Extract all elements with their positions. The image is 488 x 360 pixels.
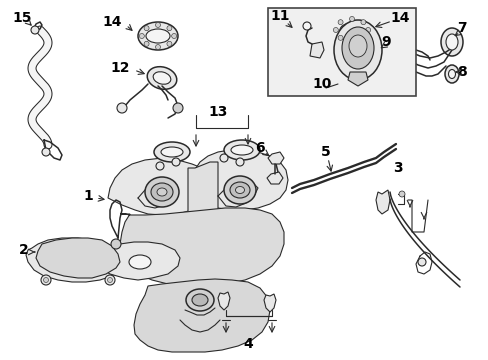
Polygon shape: [347, 72, 367, 86]
Polygon shape: [120, 208, 284, 286]
Circle shape: [303, 22, 310, 30]
Text: 14: 14: [389, 11, 409, 25]
Circle shape: [220, 154, 227, 162]
Ellipse shape: [192, 294, 207, 306]
Circle shape: [105, 275, 115, 285]
Ellipse shape: [447, 69, 454, 78]
Circle shape: [144, 41, 149, 46]
Text: 11: 11: [270, 9, 289, 23]
Circle shape: [349, 39, 354, 44]
Polygon shape: [218, 292, 229, 310]
Ellipse shape: [224, 176, 256, 204]
Polygon shape: [375, 190, 389, 214]
Polygon shape: [375, 44, 399, 64]
Ellipse shape: [224, 140, 260, 160]
Polygon shape: [96, 242, 180, 280]
Circle shape: [171, 33, 176, 39]
Ellipse shape: [157, 188, 167, 196]
Circle shape: [43, 278, 48, 283]
Ellipse shape: [444, 65, 458, 83]
Ellipse shape: [147, 67, 176, 89]
Text: 7: 7: [456, 21, 466, 35]
Ellipse shape: [333, 20, 381, 80]
Circle shape: [166, 41, 172, 46]
Text: 2: 2: [19, 243, 29, 257]
Ellipse shape: [341, 27, 373, 69]
Ellipse shape: [235, 186, 244, 194]
Text: 15: 15: [12, 11, 32, 25]
Circle shape: [31, 26, 39, 34]
Polygon shape: [108, 158, 209, 215]
Text: 3: 3: [392, 161, 402, 175]
Ellipse shape: [331, 16, 371, 44]
Circle shape: [398, 191, 404, 197]
Circle shape: [172, 158, 180, 166]
Circle shape: [107, 278, 112, 283]
Circle shape: [360, 35, 365, 40]
Circle shape: [236, 158, 244, 166]
Text: 10: 10: [312, 77, 331, 91]
Polygon shape: [266, 172, 283, 184]
Circle shape: [139, 33, 144, 39]
Ellipse shape: [230, 145, 252, 155]
Circle shape: [349, 17, 354, 22]
Circle shape: [337, 35, 343, 40]
Circle shape: [173, 103, 183, 113]
Polygon shape: [36, 238, 120, 278]
Circle shape: [333, 27, 338, 32]
Polygon shape: [134, 279, 269, 352]
Text: 5: 5: [321, 145, 330, 159]
Text: 1: 1: [83, 189, 93, 203]
FancyBboxPatch shape: [267, 8, 415, 96]
Polygon shape: [196, 150, 287, 210]
Text: 14: 14: [102, 15, 122, 29]
Circle shape: [155, 22, 160, 27]
Ellipse shape: [146, 29, 170, 43]
Circle shape: [417, 258, 425, 266]
Circle shape: [111, 239, 121, 249]
Text: 4: 4: [243, 337, 252, 351]
Ellipse shape: [154, 142, 190, 162]
Circle shape: [156, 162, 163, 170]
Ellipse shape: [161, 147, 183, 157]
Ellipse shape: [348, 35, 366, 57]
Ellipse shape: [138, 22, 178, 50]
Ellipse shape: [229, 182, 249, 198]
Circle shape: [41, 275, 51, 285]
Text: 6: 6: [255, 141, 264, 155]
Polygon shape: [309, 42, 324, 58]
Circle shape: [144, 26, 149, 31]
Circle shape: [365, 27, 370, 32]
Circle shape: [42, 148, 50, 156]
Text: 8: 8: [456, 65, 466, 79]
Text: 9: 9: [381, 35, 390, 49]
Text: 13: 13: [208, 105, 227, 119]
Ellipse shape: [129, 255, 151, 269]
Polygon shape: [264, 294, 275, 312]
Text: 12: 12: [110, 61, 129, 75]
Circle shape: [337, 20, 343, 25]
Ellipse shape: [145, 177, 179, 207]
Circle shape: [360, 20, 365, 25]
Polygon shape: [187, 162, 218, 215]
Ellipse shape: [440, 28, 462, 56]
Ellipse shape: [153, 72, 170, 84]
Ellipse shape: [151, 183, 173, 201]
Ellipse shape: [339, 23, 363, 37]
Circle shape: [155, 45, 160, 50]
Circle shape: [117, 103, 127, 113]
Circle shape: [166, 26, 172, 31]
Ellipse shape: [445, 34, 457, 50]
Polygon shape: [267, 152, 284, 164]
Polygon shape: [26, 238, 122, 282]
Ellipse shape: [185, 289, 214, 311]
